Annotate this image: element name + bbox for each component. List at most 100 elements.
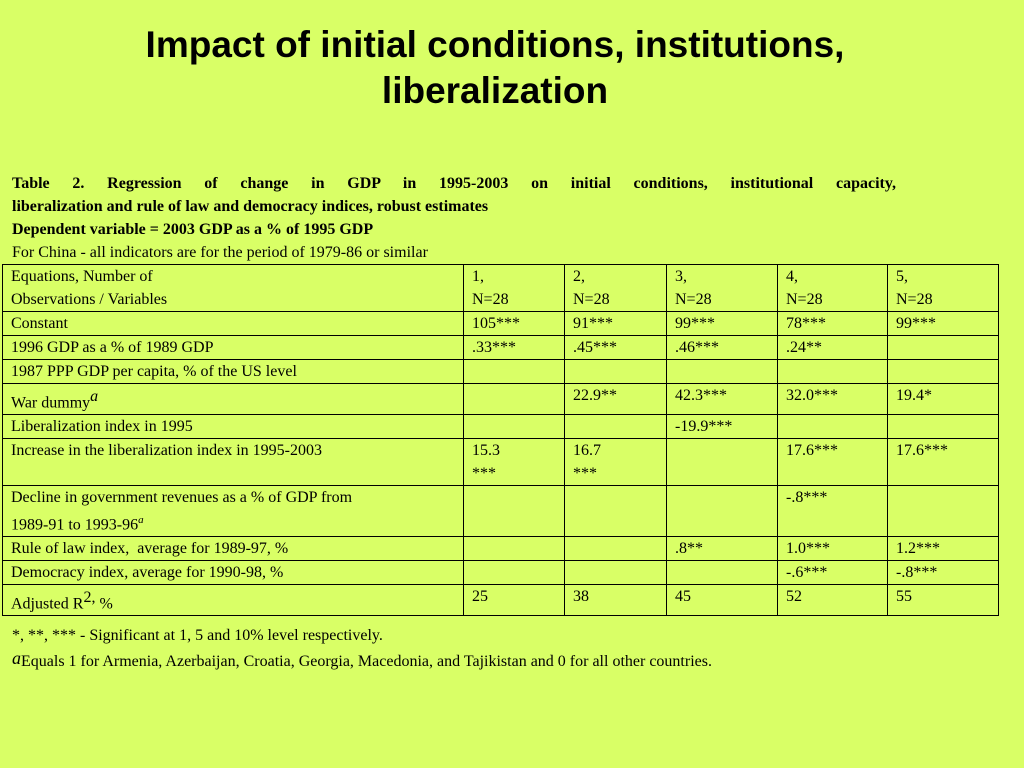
cell-eq1 <box>463 383 565 415</box>
cell-eq2 <box>564 484 667 538</box>
header-eq4-n: N=28 <box>786 291 823 308</box>
row-label: Increase in the liberalization index in … <box>2 438 464 486</box>
cell-eq2 <box>564 414 667 439</box>
cell-eq3: 45 <box>666 584 778 617</box>
caption-line1: Table 2. Regression of change in GDP in … <box>12 175 896 192</box>
table-row: 1996 GDP as a % of 1989 GDP .33*** .45**… <box>2 335 999 360</box>
table-row: Decline in government revenues as a % of… <box>2 484 999 538</box>
cell-eq2: 91*** <box>564 311 667 336</box>
footnote-text: Equals 1 for Armenia, Azerbaijan, Croati… <box>21 653 712 670</box>
header-eq4: 4, N=28 <box>777 264 888 312</box>
row-label: Constant <box>2 311 464 336</box>
cell-eq3: 42.3*** <box>666 383 778 415</box>
row-label: War dummya <box>2 383 464 415</box>
cell-eq1 <box>463 359 565 384</box>
caption-line2: liberalization and rule of law and democ… <box>12 198 489 215</box>
table-notes: *, **, *** - Significant at 1, 5 and 10%… <box>12 624 896 673</box>
row-label-line1: Decline in government revenues as a % of… <box>11 489 353 506</box>
table-row: Rule of law index, average for 1989-97, … <box>2 536 999 562</box>
cell-eq4 <box>777 414 888 439</box>
footnote-a: aEquals 1 for Armenia, Azerbaijan, Croat… <box>12 647 896 673</box>
cell-eq3 <box>666 560 778 586</box>
row-label: 1987 PPP GDP per capita, % of the US lev… <box>2 359 464 384</box>
cell-eq5: 17.6*** <box>887 438 999 486</box>
header-eq4-num: 4, <box>786 268 798 285</box>
row-label: Rule of law index, average for 1989-97, … <box>2 536 464 562</box>
slide-title: Impact of initial conditions, institutio… <box>0 22 990 114</box>
cell-eq1: 15.3 *** <box>463 438 565 486</box>
cell-eq3 <box>666 484 778 538</box>
cell-eq5 <box>887 414 999 439</box>
cell-eq3 <box>666 438 778 486</box>
header-label-cell: Equations, Number of Observations / Vari… <box>2 264 464 312</box>
cell-eq4: .24** <box>777 335 888 360</box>
superscript-r2: 2, <box>83 589 96 606</box>
header-eq3-n: N=28 <box>675 291 712 308</box>
cell-eq3: .46*** <box>666 335 778 360</box>
slide-title-line2: liberalization <box>381 70 609 111</box>
cell-eq1 <box>463 536 565 562</box>
cell-eq5: -.8*** <box>887 560 999 586</box>
cell-eq2: 16.7 *** <box>564 438 667 486</box>
cell-eq4: 78*** <box>777 311 888 336</box>
header-eq5: 5, N=28 <box>887 264 999 312</box>
header-eq3: 3, N=28 <box>666 264 778 312</box>
cell-eq5 <box>887 484 999 538</box>
cell-eq4 <box>777 359 888 384</box>
caption-china-note: For China - all indicators are for the p… <box>12 244 428 261</box>
cell-eq4: -.8*** <box>777 484 888 538</box>
header-eq3-num: 3, <box>675 268 687 285</box>
cell-eq2: 22.9** <box>564 383 667 415</box>
header-label-line1: Equations, Number of <box>11 268 153 285</box>
footnote-marker: a <box>138 514 144 526</box>
row-label-unit: % <box>95 595 113 613</box>
cell-value: 16.7 <box>573 442 601 459</box>
table-row: War dummya 22.9** 42.3*** 32.0*** 19.4* <box>2 383 999 415</box>
cell-eq5: 99*** <box>887 311 999 336</box>
cell-eq4: 17.6*** <box>777 438 888 486</box>
cell-eq5: 55 <box>887 584 999 617</box>
header-label-line2: Observations / Variables <box>11 291 168 308</box>
cell-eq4: -.6*** <box>777 560 888 586</box>
table-row: Democracy index, average for 1990-98, % … <box>2 560 999 586</box>
slide-title-line1: Impact of initial conditions, institutio… <box>145 24 845 65</box>
header-eq2-num: 2, <box>573 268 585 285</box>
table-row: Adjusted R2, % 25 38 45 52 55 <box>2 584 999 617</box>
footnote-marker: a <box>90 387 99 405</box>
cell-eq2: 38 <box>564 584 667 617</box>
cell-eq1: 25 <box>463 584 565 617</box>
row-label: Decline in government revenues as a % of… <box>2 484 464 538</box>
cell-eq1 <box>463 560 565 586</box>
cell-significance: *** <box>573 465 597 482</box>
cell-eq2: .45*** <box>564 335 667 360</box>
cell-eq2 <box>564 560 667 586</box>
cell-eq2 <box>564 536 667 562</box>
row-label-text: Adjusted R <box>11 595 84 613</box>
cell-eq1 <box>463 484 565 538</box>
table-row: Constant 105*** 91*** 99*** 78*** 99*** <box>2 311 999 336</box>
header-eq2: 2, N=28 <box>564 264 667 312</box>
row-label-text: War dummy <box>11 394 91 411</box>
cell-eq1 <box>463 414 565 439</box>
header-eq5-num: 5, <box>896 268 908 285</box>
caption-dependent-variable: Dependent variable = 2003 GDP as a % of … <box>12 221 374 238</box>
header-eq5-n: N=28 <box>896 291 933 308</box>
cell-eq1: 105*** <box>463 311 565 336</box>
row-label-line2: 1989-91 to 1993-96a <box>11 509 463 536</box>
cell-eq1: .33*** <box>463 335 565 360</box>
header-eq1-num: 1, <box>472 268 484 285</box>
cell-eq3: 99*** <box>666 311 778 336</box>
cell-eq4: 52 <box>777 584 888 617</box>
header-eq2-n: N=28 <box>573 291 610 308</box>
cell-eq3 <box>666 359 778 384</box>
row-label: Democracy index, average for 1990-98, % <box>2 560 464 586</box>
row-label: Adjusted R2, % <box>2 584 464 617</box>
cell-value: 15.3 <box>472 442 500 459</box>
header-eq1-n: N=28 <box>472 291 509 308</box>
regression-table: Equations, Number of Observations / Vari… <box>2 264 999 617</box>
row-label: 1996 GDP as a % of 1989 GDP <box>2 335 464 360</box>
cell-eq3: .8** <box>666 536 778 562</box>
table-header-row: Equations, Number of Observations / Vari… <box>2 264 999 312</box>
cell-eq4: 1.0*** <box>777 536 888 562</box>
cell-eq5: 19.4* <box>887 383 999 415</box>
